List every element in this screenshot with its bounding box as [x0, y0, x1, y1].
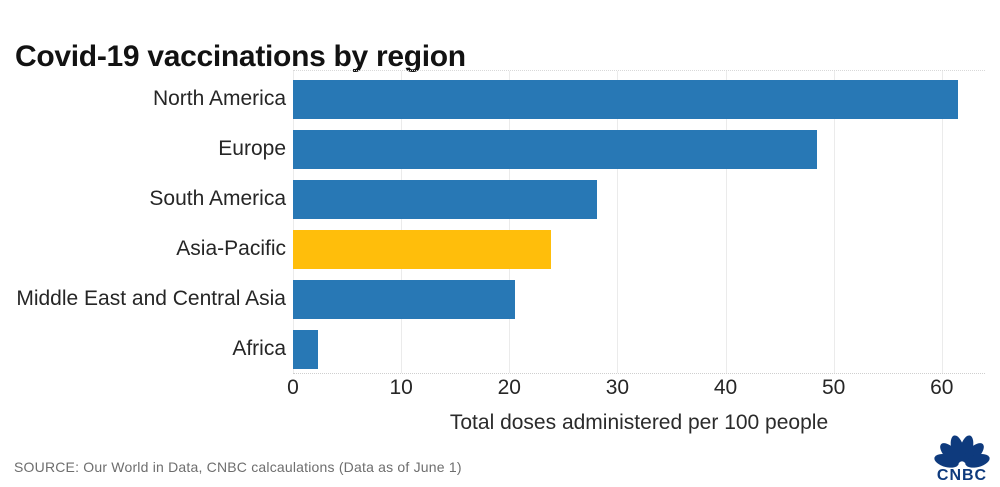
gridline [617, 71, 619, 373]
x-tick-label: 60 [930, 376, 954, 399]
bar-middle-east-and-central-asia [293, 280, 515, 319]
bar-europe [293, 130, 818, 169]
x-tick-label: 20 [497, 376, 521, 399]
x-tick-label: 0 [287, 376, 299, 399]
category-label-asia-pacific: Asia-Pacific [176, 237, 286, 260]
peacock-icon: CNBC [934, 435, 990, 484]
bar-africa [293, 330, 318, 369]
source-note: SOURCE: Our World in Data, CNBC calcaula… [14, 459, 462, 475]
gridline [833, 71, 835, 373]
gridline [725, 71, 727, 373]
cnbc-logo: CNBC [931, 432, 993, 484]
bar-north-america [293, 80, 958, 119]
cnbc-wordmark: CNBC [937, 467, 987, 482]
gridline [941, 71, 943, 373]
category-label-north-america: North America [152, 87, 286, 110]
x-tick-label: 50 [821, 376, 846, 399]
category-label-south-america: South America [149, 187, 286, 210]
x-tick-label: 10 [389, 376, 413, 399]
plot-area [293, 70, 985, 374]
category-label-middle-east-and-central-asia: Middle East and Central Asia [16, 287, 286, 310]
category-label-africa: Africa [232, 337, 286, 360]
bar-south-america [293, 180, 597, 219]
x-tick-label: 30 [605, 376, 630, 399]
gridline [401, 71, 403, 373]
bar-asia-pacific [293, 230, 552, 269]
chart-title: Covid-19 vaccinations by region [15, 40, 466, 74]
x-tick-label: 40 [713, 376, 738, 399]
gridline [293, 71, 294, 373]
gridline [509, 71, 511, 373]
x-axis-label: Total doses administered per 100 people [449, 411, 829, 434]
category-label-europe: Europe [218, 137, 286, 160]
